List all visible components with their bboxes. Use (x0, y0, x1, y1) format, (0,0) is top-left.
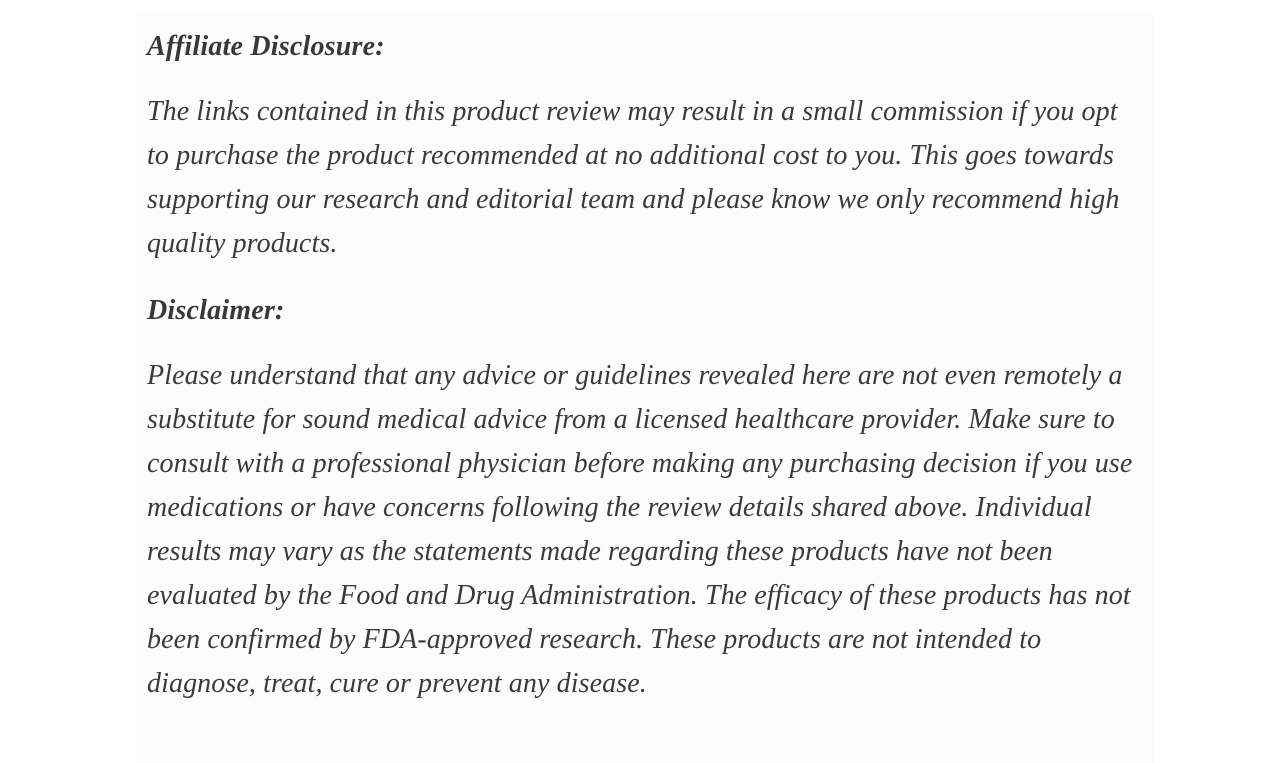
affiliate-disclosure-text: The links contained in this product revi… (147, 96, 1120, 259)
disclaimer-text: Please understand that any advice or gui… (147, 360, 1133, 699)
affiliate-disclosure-heading: Affiliate Disclosure: (147, 31, 385, 62)
disclaimer-heading: Disclaimer: (147, 295, 285, 326)
disclosure-article: Affiliate Disclosure: The links containe… (135, 12, 1155, 763)
